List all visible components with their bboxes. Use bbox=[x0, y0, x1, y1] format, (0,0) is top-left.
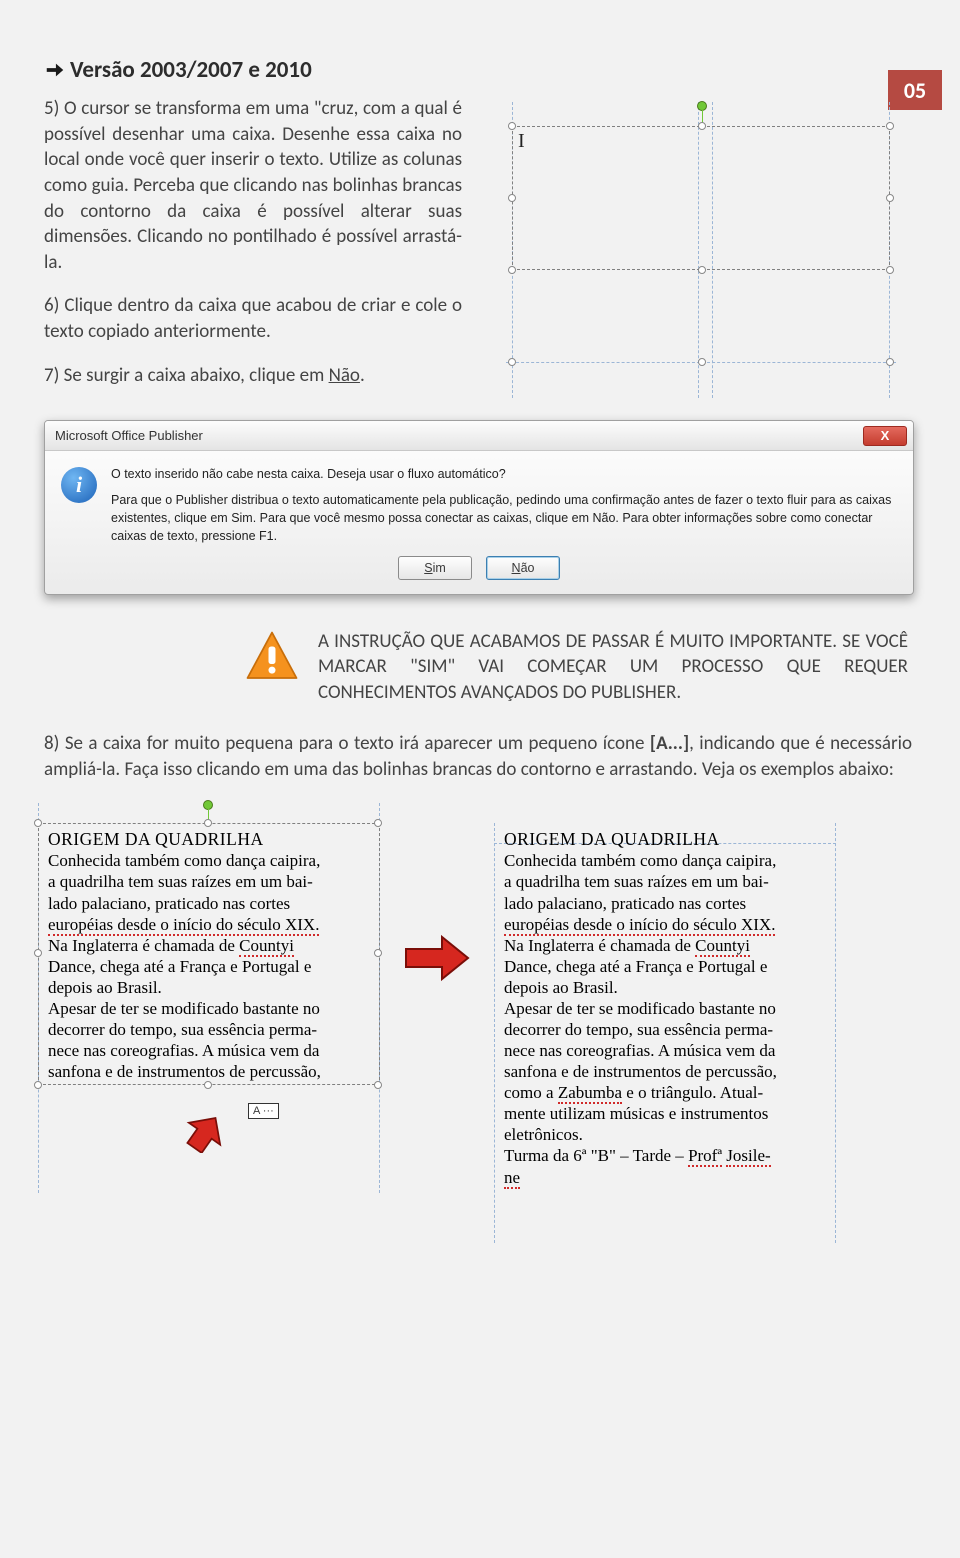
ex-left-line: Na Inglaterra é chamada de Countyi bbox=[48, 935, 372, 956]
yes-rest: im bbox=[433, 561, 446, 575]
resize-handle[interactable] bbox=[886, 194, 894, 202]
ex-right-line: ne bbox=[504, 1167, 828, 1188]
ex-right-line: depois ao Brasil. bbox=[504, 977, 828, 998]
resize-handle[interactable] bbox=[886, 122, 894, 130]
ex-left-line: decorrer do tempo, sua essência perma- bbox=[48, 1019, 372, 1040]
overflow-label: A ··· bbox=[253, 1105, 274, 1117]
ex-left-line: Conhecida também como dança caipira, bbox=[48, 850, 372, 871]
resize-handle[interactable] bbox=[508, 358, 516, 366]
ex-left-title: ORIGEM DA QUADRILHA bbox=[48, 829, 372, 851]
warning-icon bbox=[244, 629, 300, 685]
ex-right-line: mente utilizam músicas e instrumentos bbox=[504, 1103, 828, 1124]
ex-left-line: lado palaciano, praticado nas cortes bbox=[48, 893, 372, 914]
ex-right-line: sanfona e de instrumentos de percussão, bbox=[504, 1061, 828, 1082]
dialog-text: O texto inserido não cabe nesta caixa. D… bbox=[111, 465, 897, 546]
overflow-indicator[interactable]: A ··· bbox=[248, 1103, 279, 1119]
ex-left-line: a quadrilha tem suas raízes em um bai- bbox=[48, 871, 372, 892]
close-button[interactable]: X bbox=[863, 426, 907, 446]
step6-text: 6) Clique dentro da caixa que acabou de … bbox=[44, 293, 462, 344]
ex-left-line: Dance, chega até a França e Portugal e bbox=[48, 956, 372, 977]
ex-right-line: Dance, chega até a França e Portugal e bbox=[504, 956, 828, 977]
resize-handle[interactable] bbox=[698, 358, 706, 366]
ex-left-line: nece nas coreografias. A música vem da bbox=[48, 1040, 372, 1061]
yes-button[interactable]: Sim bbox=[398, 556, 472, 580]
ex-right-line: Turma da 6ª "B" – Tarde – Profª Josile- bbox=[504, 1145, 828, 1166]
ex-right-line: Apesar de ter se modificado bastante no bbox=[504, 998, 828, 1019]
dialog-title: Microsoft Office Publisher bbox=[55, 428, 203, 443]
ex-right-line: européias desde o início do século XIX. bbox=[504, 914, 828, 935]
ex-left-line: sanfona e de instrumentos de percussão, bbox=[48, 1061, 372, 1082]
resize-handle[interactable] bbox=[698, 122, 706, 130]
ex-right-line: como a Zabumba e o triângulo. Atual- bbox=[504, 1082, 828, 1103]
resize-handle[interactable] bbox=[698, 266, 706, 274]
step5-text: 5) O cursor se transforma em uma "cruz, … bbox=[44, 96, 462, 275]
ex-right-line: nece nas coreografias. A música vem da bbox=[504, 1040, 828, 1061]
ex-left-line: européias desde o início do século XIX. bbox=[48, 914, 372, 935]
ex-right-line: lado palaciano, praticado nas cortes bbox=[504, 893, 828, 914]
step7-prefix: 7) Se surgir a caixa abaixo, clique em bbox=[44, 364, 329, 387]
section-heading: Versão 2003/2007 e 2010 bbox=[44, 56, 912, 84]
no-button[interactable]: Não bbox=[486, 556, 560, 580]
ex-right-line: a quadrilha tem suas raízes em um bai- bbox=[504, 871, 828, 892]
text-cursor-icon: I bbox=[518, 130, 525, 153]
dialog-line1: O texto inserido não cabe nesta caixa. D… bbox=[111, 465, 897, 483]
step7-suffix: . bbox=[360, 364, 365, 387]
publisher-dialog: Microsoft Office Publisher X i O texto i… bbox=[44, 420, 914, 595]
ex-right-line: eletrônicos. bbox=[504, 1124, 828, 1145]
step8-b: [A...] bbox=[650, 732, 689, 755]
arrow-right-icon bbox=[44, 59, 66, 81]
step8-text: 8) Se a caixa for muito pequena para o t… bbox=[44, 731, 912, 782]
arrow-right-icon bbox=[402, 933, 472, 983]
resize-handle[interactable] bbox=[508, 266, 516, 274]
ex-right-title: ORIGEM DA QUADRILHA bbox=[504, 829, 828, 851]
dialog-line2: Para que o Publisher distribua o texto a… bbox=[111, 491, 897, 545]
ex-left-line: Apesar de ter se modificado bastante no bbox=[48, 998, 372, 1019]
resize-handle[interactable] bbox=[886, 266, 894, 274]
page-number-badge: 05 bbox=[888, 70, 942, 110]
ex-right-line: Conhecida também como dança caipira, bbox=[504, 850, 828, 871]
step8-a: 8) Se a caixa for muito pequena para o t… bbox=[44, 732, 650, 755]
example-right: ORIGEM DA QUADRILHA Conhecida também com… bbox=[494, 803, 836, 1194]
arrow-up-icon bbox=[178, 1113, 232, 1153]
dialog-titlebar: Microsoft Office Publisher X bbox=[45, 421, 913, 451]
example-left: ORIGEM DA QUADRILHA Conhecida também com… bbox=[38, 803, 380, 1113]
heading-text: Versão 2003/2007 e 2010 bbox=[70, 56, 312, 84]
step7-word: Não bbox=[329, 364, 360, 387]
no-rest: ão bbox=[521, 561, 535, 575]
step7-text: 7) Se surgir a caixa abaixo, clique em N… bbox=[44, 363, 462, 389]
ex-left-line: depois ao Brasil. bbox=[48, 977, 372, 998]
empty-textbox-figure: I bbox=[506, 102, 896, 398]
resize-handle[interactable] bbox=[886, 358, 894, 366]
ex-right-line: decorrer do tempo, sua essência perma- bbox=[504, 1019, 828, 1040]
page-number: 05 bbox=[904, 77, 926, 104]
resize-handle[interactable] bbox=[508, 122, 516, 130]
warning-text: A INSTRUÇÃO QUE ACABAMOS DE PASSAR É MUI… bbox=[318, 629, 908, 706]
resize-handle[interactable] bbox=[508, 194, 516, 202]
info-icon: i bbox=[61, 467, 97, 503]
close-icon: X bbox=[881, 428, 890, 443]
ex-right-line: Na Inglaterra é chamada de Countyi bbox=[504, 935, 828, 956]
